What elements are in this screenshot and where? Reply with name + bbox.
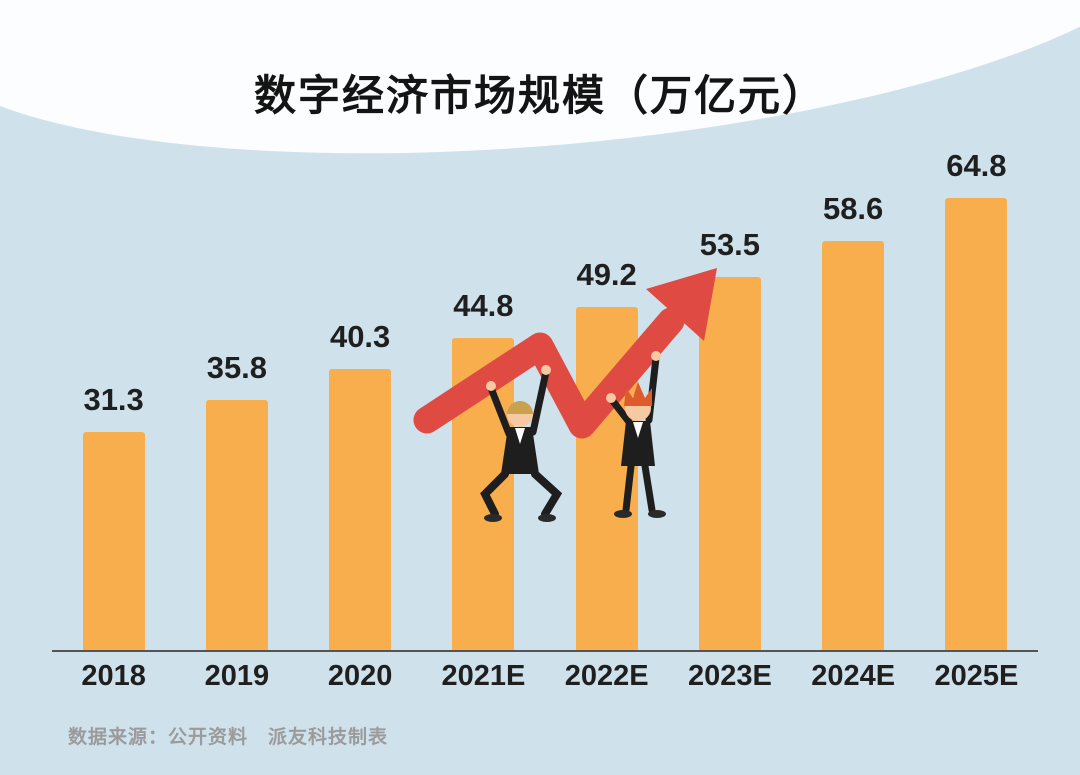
bar-value-label: 35.8	[206, 350, 268, 386]
bar	[822, 241, 885, 650]
bar-value-label: 49.2	[576, 256, 637, 292]
bar-column: 44.8	[422, 288, 545, 650]
x-axis-label: 2025E	[934, 660, 1019, 692]
bar	[698, 276, 761, 650]
bar-column: 64.8	[915, 148, 1038, 650]
x-axis-label: 2020	[327, 660, 393, 692]
bar-value-label: 40.3	[329, 318, 391, 354]
x-axis-label: 2022E	[564, 660, 649, 692]
bar-column: 58.6	[792, 191, 915, 650]
x-axis-label: 2018	[81, 660, 146, 692]
x-axis-label: 2021E	[441, 660, 526, 692]
bar	[329, 368, 392, 650]
bar-value-label: 31.3	[83, 381, 144, 417]
bar-column: 40.3	[299, 319, 422, 650]
x-axis-label: 2024E	[811, 660, 896, 692]
bar-chart-plot-area: 31.3 35.8 40.3 44.8 49.2 53.5 58.6 64.8	[52, 148, 1038, 650]
bar-value-label: 64.8	[946, 148, 1007, 183]
x-axis-label: 2023E	[687, 660, 772, 692]
bar-value-label: 53.5	[699, 226, 761, 262]
bar	[205, 400, 268, 650]
bar	[82, 431, 145, 650]
bar	[575, 306, 638, 650]
bar	[945, 198, 1008, 650]
x-axis-line	[52, 650, 1038, 652]
bar-value-label: 58.6	[822, 191, 884, 227]
chart-title: 数字经济市场规模（万亿元）	[253, 72, 826, 119]
bar-column: 49.2	[545, 257, 668, 650]
data-source-note: 数据来源：公开资料 派友科技制表	[68, 727, 389, 748]
bar-value-label: 44.8	[453, 287, 514, 323]
bar-column: 31.3	[52, 382, 175, 650]
bar	[452, 337, 515, 650]
x-axis-labels: 2018 2019 2020 2021E 2022E 2023E 2024E 2025E	[52, 660, 1038, 693]
bar-column: 35.8	[175, 350, 298, 650]
bars-row: 31.3 35.8 40.3 44.8 49.2 53.5 58.6 64.8	[52, 148, 1038, 650]
x-axis-label: 2019	[204, 660, 270, 692]
bar-column: 53.5	[668, 227, 791, 650]
